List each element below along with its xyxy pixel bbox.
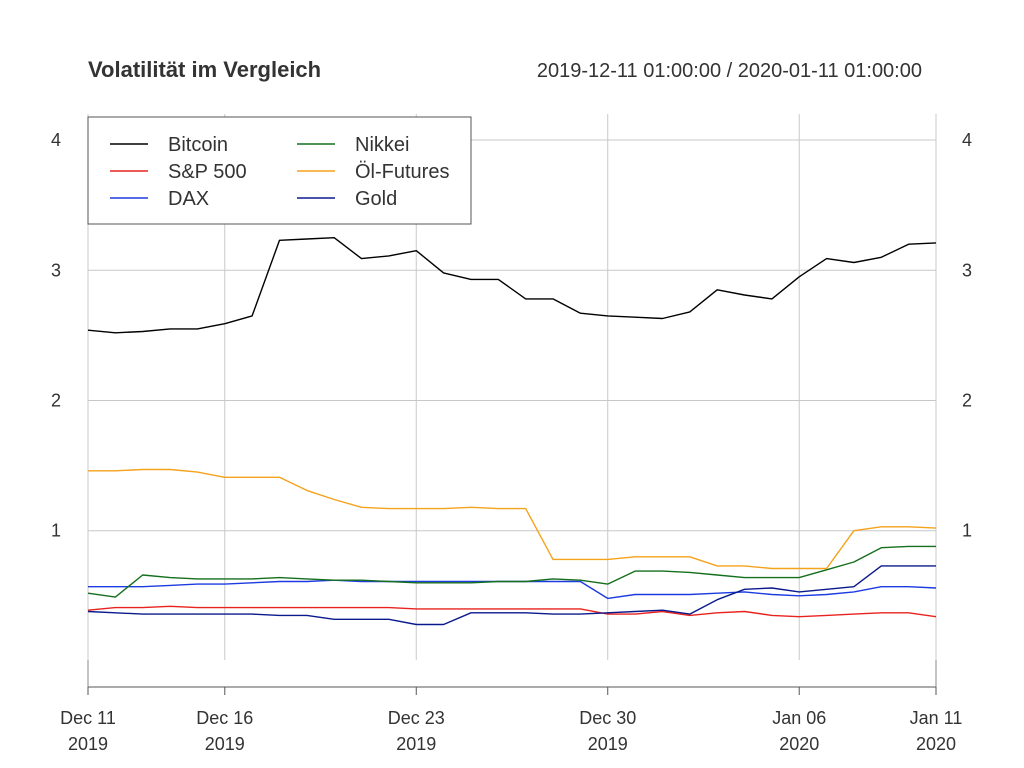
series-line-nikkei: [87, 545, 936, 598]
y-tick-label-right: 4: [962, 130, 972, 150]
x-tick-label: Dec 11: [60, 708, 116, 728]
x-tick-year: 2019: [396, 734, 436, 754]
series-line-dax: [88, 579, 937, 600]
series-line-l-futures: [88, 468, 937, 570]
y-tick-label-right: 2: [962, 391, 972, 411]
date-range-label: 2019-12-11 01:00:00 / 2020-01-11 01:00:0…: [537, 60, 922, 82]
y-tick-label-right: 3: [962, 260, 972, 280]
y-tick-label-right: 1: [962, 521, 972, 541]
y-tick-label-left: 3: [51, 260, 61, 280]
legend-label: S&P 500: [168, 161, 247, 183]
y-tick-label-left: 2: [51, 391, 61, 411]
y-tick-label-left: 4: [51, 130, 61, 150]
x-tick-label: Dec 16: [196, 708, 253, 728]
x-tick-label: Jan 06: [772, 708, 826, 728]
x-tick-year: 2019: [205, 734, 245, 754]
legend-box: [87, 116, 472, 225]
legend-label: Nikkei: [355, 134, 409, 156]
legend-label: Bitcoin: [168, 134, 228, 156]
x-tick-year: 2020: [779, 734, 819, 754]
axes: 1 1 2 2 3 3 4 4 Dec 11 2019 Dec 16 2019 Dec 23 2019 De…: [51, 130, 972, 754]
x-tick-year: 2020: [916, 734, 956, 754]
y-tick-label-left: 1: [51, 521, 61, 541]
x-tick-year: 2019: [588, 734, 628, 754]
legend: Bitcoin S&P 500 DAX Nikkei Öl-Futures Gold: [87, 116, 472, 225]
series-lines: [87, 236, 937, 626]
x-tick-year: 2019: [68, 734, 108, 754]
x-tick-label: Dec 30: [579, 708, 636, 728]
series-line-bitcoin: [87, 236, 937, 334]
legend-label: Öl-Futures: [355, 161, 449, 183]
series-line-gold: [87, 565, 936, 626]
chart-title: Volatilität im Vergleich: [88, 57, 321, 82]
x-tick-label: Dec 23: [388, 708, 445, 728]
x-tick-label: Jan 11: [910, 708, 963, 728]
legend-label: DAX: [168, 188, 209, 210]
series-line-s-p-500: [87, 605, 937, 618]
legend-label: Gold: [355, 188, 397, 210]
